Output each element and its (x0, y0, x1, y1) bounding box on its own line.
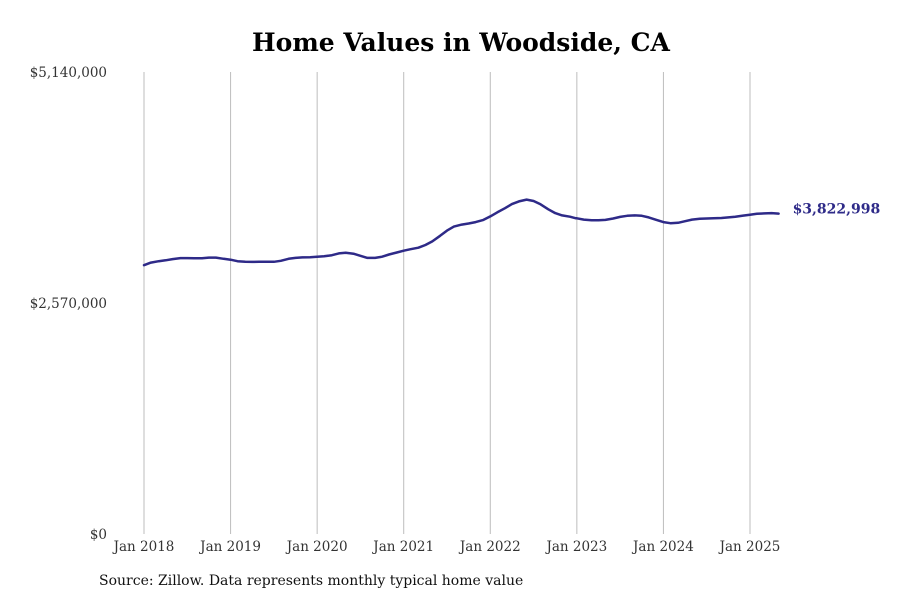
chart-title: Home Values in Woodside, CA (252, 28, 670, 57)
x-tick-label: Jan 2021 (371, 539, 434, 555)
x-tick-label: Jan 2025 (718, 539, 781, 555)
x-tick-label: Jan 2018 (112, 539, 175, 555)
x-tick-label: Jan 2019 (198, 539, 261, 555)
x-tick-label: Jan 2023 (544, 539, 607, 555)
x-tick-label: Jan 2024 (631, 539, 694, 555)
gridlines (143, 72, 751, 534)
y-tick-label: $0 (90, 527, 107, 543)
y-tick-label: $5,140,000 (30, 65, 107, 81)
x-axis: Jan 2018 Jan 2019 Jan 2020 Jan 2021 Jan 2022… (112, 539, 781, 555)
annotations: $3,822,998 (793, 202, 881, 218)
y-tick-label: $2,570,000 (30, 296, 107, 312)
y-axis: $0 $2,570,000 $5,140,000 (30, 65, 107, 543)
source-note: Source: Zillow. Data represents monthly … (99, 573, 524, 589)
x-tick-label: Jan 2020 (285, 539, 348, 555)
series-group (142, 198, 780, 267)
series-line-0 (142, 198, 780, 267)
x-tick-label: Jan 2022 (458, 539, 521, 555)
end-value-label: $3,822,998 (793, 202, 881, 218)
